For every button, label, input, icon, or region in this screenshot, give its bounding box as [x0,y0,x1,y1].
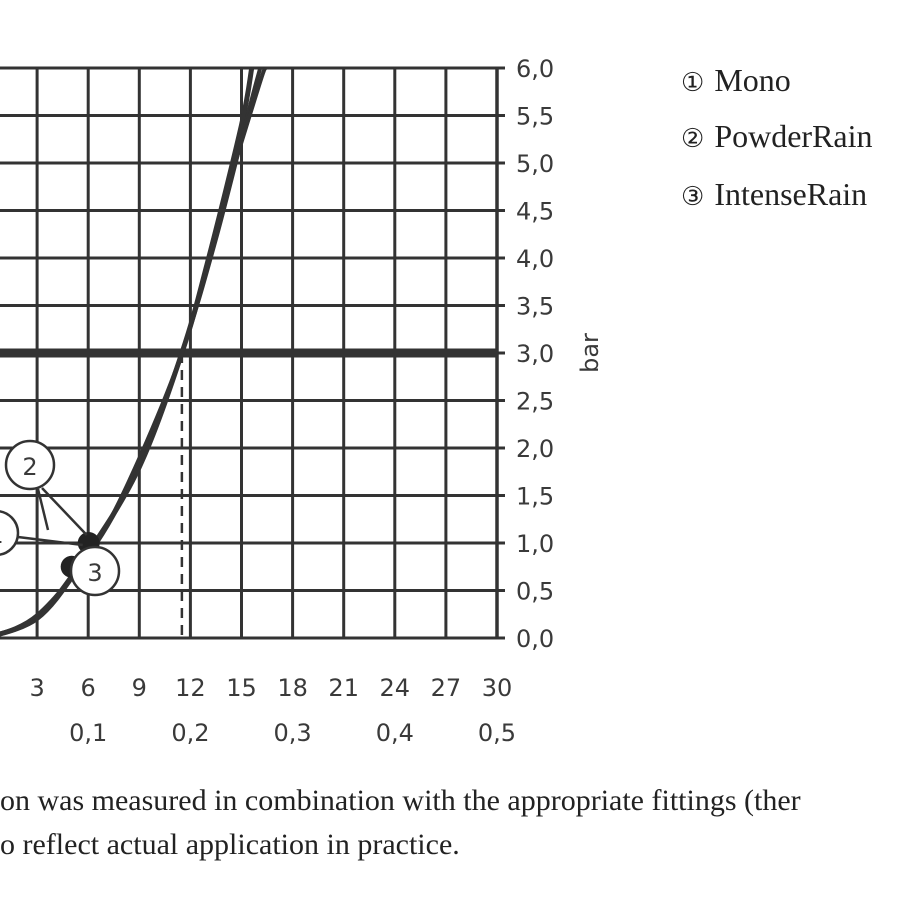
footnote-line-2: o reflect actual application in practice… [0,828,460,861]
series-line-intenserain [0,67,268,637]
x-tick-label-lmin: 9 [132,674,147,702]
x-tick-label-lmin: 3 [29,674,44,702]
x-tick-label-lmin: 12 [175,674,206,702]
axis-ticks: 0,0 0,5 1,0 1,5 2,0 2,5 3,0 3,5 4,0 4,5 5,0 5,5 6,0 b… [29,55,604,747]
legend-label: Mono [714,62,791,98]
x-tick-label-lmin: 21 [328,674,359,702]
callout-label-1: 1 [0,521,4,549]
y-tick-label: 4,0 [516,245,554,273]
y-tick-label: 2,5 [516,388,554,416]
legend-item-intenserain: ③ IntenseRain [681,176,867,213]
callout-leader-1 [17,535,83,547]
x-tick-label-lmin: 18 [277,674,308,702]
callout-label-3: 3 [87,559,102,587]
y-tick-label: 4,5 [516,198,554,226]
x-tick-label-lmin: 24 [380,674,411,702]
y-tick-label: 5,0 [516,150,554,178]
callout-bubble-3 [69,545,121,597]
legend-marker: ① [681,68,705,98]
y-axis-label: bar [576,333,604,373]
x-tick-label-lmin: 6 [81,674,96,702]
x-tick-label-lmin: 15 [226,674,257,702]
legend-item-mono: ① Mono [681,62,791,99]
legend-label: IntenseRain [714,176,868,212]
x-tick-label-lmin: 27 [431,674,462,702]
callout-label-2: 2 [22,453,37,481]
y-tick-label: 6,0 [516,55,554,83]
y-tick-label: 1,0 [516,530,554,558]
legend-label: PowderRain [714,118,873,154]
x-tick-label-ls: 0,5 [478,719,516,747]
callout-leader-2b [36,488,50,531]
y-tick-label: 0,5 [516,578,554,606]
legend-marker: ② [681,124,705,154]
x-tick-label-ls: 0,2 [171,719,209,747]
y-tick-label: 0,0 [516,625,554,653]
callout-bubble-1 [0,510,20,556]
legend-marker: ③ [681,182,705,212]
operating-point-callouts: 1 2 3 [0,439,121,597]
callout-bubble-2 [4,439,56,491]
x-tick-label-ls: 0,4 [376,719,414,747]
y-tick-label: 5,5 [516,103,554,131]
reference-guides [0,348,497,638]
y-tick-label: 3,5 [516,293,554,321]
x-tick-label-ls: 0,3 [274,719,312,747]
series-curves [0,67,268,637]
x-tick-label-ls: 0,1 [69,719,107,747]
x-tick-label-lmin: 30 [482,674,513,702]
y-tick-label: 2,0 [516,435,554,463]
y-tick-label: 1,5 [516,483,554,511]
y-tick-label: 3,0 [516,340,554,368]
callout-leader-2a [41,487,88,536]
footnote-line-1: on was measured in combination with the … [0,784,801,817]
legend-item-powderrain: ② PowderRain [681,118,873,155]
